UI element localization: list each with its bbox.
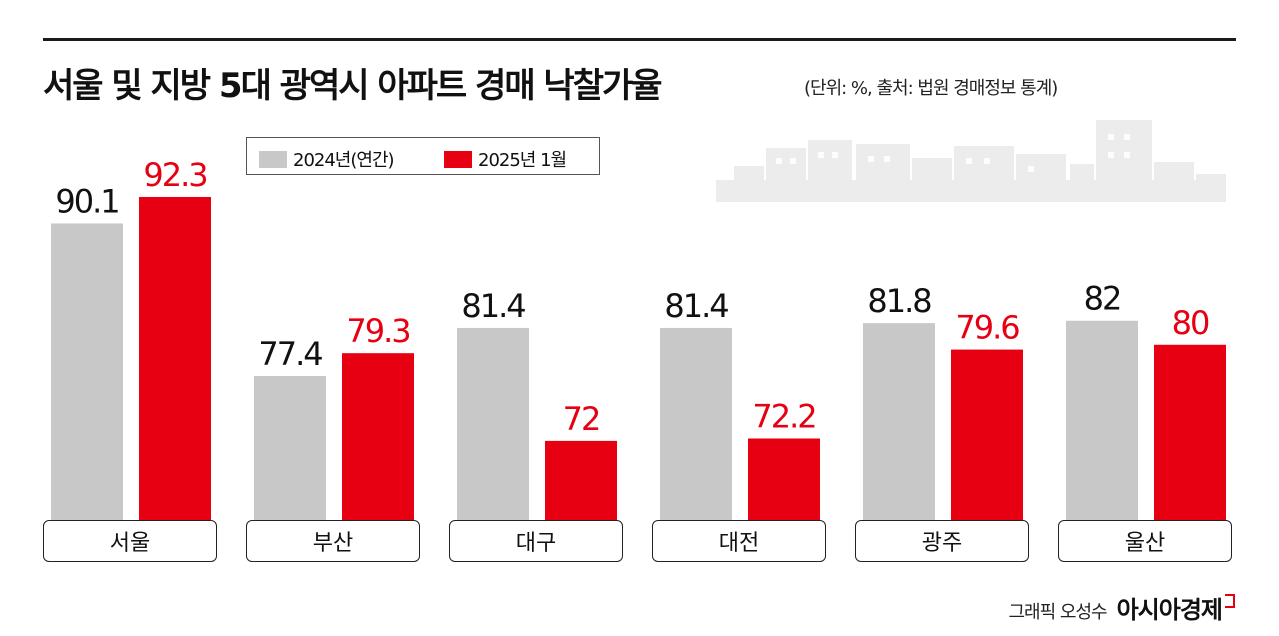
category-label-5: 광주 (855, 520, 1029, 562)
category-label-4: 대전 (652, 520, 826, 562)
value-label-2024-1: 90.1 (55, 182, 118, 220)
value-label-2024-6: 82 (1084, 280, 1121, 318)
legend-label-2025: 2025년 1월 (478, 150, 567, 171)
legend-item-2024: 2024년(연간) (259, 146, 395, 172)
brand-logo: 아시아경제 (1117, 590, 1235, 625)
category-label-3: 대구 (449, 520, 623, 562)
legend-swatch-2024 (259, 150, 287, 168)
category-label-6: 울산 (1058, 520, 1232, 562)
chart-title: 서울 및 지방 5대 광역시 아파트 경매 낙찰가율 (43, 66, 663, 106)
bar-2025-2 (342, 353, 414, 537)
bar-2024-3 (457, 327, 529, 537)
bar-2024-5 (863, 323, 935, 537)
value-label-2024-4: 81.4 (664, 287, 728, 325)
value-label-2025-4: 72.2 (752, 397, 815, 435)
legend-item-2025: 2025년 1월 (444, 146, 567, 172)
legend-swatch-2025 (444, 150, 472, 168)
bar-2025-5 (951, 349, 1023, 537)
credit-text: 그래픽 오성수 (1008, 602, 1108, 623)
bar-2024-6 (1066, 320, 1138, 537)
bar-2025-1 (139, 197, 211, 537)
value-label-2025-6: 80 (1172, 304, 1209, 342)
value-label-2025-1: 92.3 (143, 156, 206, 194)
legend-label-2024: 2024년(연간) (293, 150, 395, 171)
category-label-1: 서울 (43, 520, 217, 562)
brand-mark-icon (1225, 594, 1235, 608)
top-rule (43, 38, 1236, 41)
chart-legend: 2024년(연간) 2025년 1월 (246, 137, 600, 175)
bar-2025-6 (1154, 344, 1226, 537)
value-label-2025-2: 79.3 (346, 312, 409, 350)
category-label-2: 부산 (246, 520, 420, 562)
chart-subtitle: (단위: %, 출처: 법원 경매정보 통계) (804, 78, 1058, 99)
value-label-2025-5: 79.6 (955, 309, 1019, 347)
credit: 그래픽 오성수 아시아경제 (1008, 590, 1235, 625)
value-label-2024-2: 77.4 (258, 335, 322, 373)
value-label-2024-3: 81.4 (461, 287, 525, 325)
value-label-2025-3: 72 (563, 400, 600, 438)
bar-2024-1 (51, 223, 123, 537)
brand-text: 아시아경제 (1116, 596, 1223, 624)
city-skyline-illustration (716, 120, 1226, 202)
value-label-2024-5: 81.8 (867, 282, 931, 320)
bar-2024-2 (254, 376, 326, 537)
bar-2024-4 (660, 327, 732, 537)
